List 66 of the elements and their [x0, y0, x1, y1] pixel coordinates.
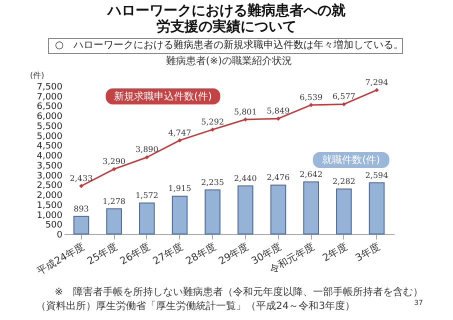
- data-label: 2,235: [201, 178, 224, 187]
- bar: [172, 196, 188, 234]
- y-tick-label: 0: [56, 230, 63, 240]
- text: ※ 障害者手帳を所持しない難病患者（令和元年度以降、一部手帳所持者を含む）: [54, 286, 424, 299]
- x-tick-label: 27年度: [150, 240, 186, 268]
- x-tick-label: 3年度: [353, 240, 382, 264]
- data-label: 5,849: [266, 106, 290, 116]
- point: [112, 166, 116, 172]
- bar: [238, 185, 254, 234]
- x-tick-label: 29年度: [216, 240, 251, 268]
- data-label: 6,539: [300, 92, 323, 102]
- bar: [368, 182, 385, 234]
- y-tick-label: 5,500: [36, 122, 63, 132]
- data-label: 1,572: [135, 190, 158, 200]
- x-tick-label: 28年度: [184, 240, 218, 268]
- point: [178, 138, 182, 142]
- x-tick-label: 25年度: [85, 240, 120, 268]
- bar: [73, 216, 90, 234]
- data-label: 2,476: [266, 173, 290, 182]
- data-label: 2,440: [234, 174, 257, 183]
- y-tick-label: 5,000: [36, 132, 63, 142]
- bar: [303, 181, 319, 234]
- data-label: 1,915: [168, 184, 192, 194]
- y-tick-label: 7,500: [36, 82, 63, 92]
- x-tick-label: 2年度: [320, 240, 350, 264]
- y-axis-title: (件): [30, 71, 44, 80]
- bar: [204, 189, 220, 234]
- data-label: 893: [74, 204, 89, 214]
- y-tick-label: 6,500: [36, 102, 63, 112]
- series-label: 就職件数(件): [322, 154, 380, 166]
- data-label: 6,577: [332, 92, 356, 102]
- y-tick-label: 4,500: [36, 142, 63, 152]
- data-label: 2,433: [70, 174, 93, 183]
- data-label: 2,642: [300, 170, 323, 179]
- point: [210, 127, 215, 132]
- data-label: 2,594: [365, 170, 388, 180]
- data-label: 5,292: [201, 118, 224, 127]
- y-tick-label: 500: [45, 220, 63, 231]
- data-label: 3,290: [102, 157, 126, 166]
- chart-subtitle: ○ ハローワークにおける難病患者の新規求職申込件数は年々増加している。: [48, 38, 404, 54]
- y-tick-label: 1,500: [36, 200, 63, 211]
- data-label: 3,890: [135, 145, 158, 154]
- point: [308, 102, 314, 108]
- x-tick-label: 平成24年度: [35, 240, 87, 278]
- y-tick-label: 3,000: [36, 171, 63, 182]
- text: 難病患者(※)の職業紹介状況: [166, 55, 292, 67]
- chart-title: ハローワークにおける難病患者への就労支援の実績について: [106, 3, 346, 35]
- bar: [106, 208, 122, 234]
- y-tick-label: 2,000: [36, 191, 63, 202]
- y-tick-label: 7,000: [36, 92, 63, 102]
- bar: [139, 202, 155, 234]
- text: 新規求職申込件数(件): [114, 90, 212, 102]
- data-label: 5,801: [234, 108, 257, 117]
- data-label: 7,294: [365, 78, 388, 88]
- bar: [270, 184, 286, 234]
- text: （資料出所）厚生労働省「厚生労働統計一覧」（平成24～令和3年度）: [36, 300, 356, 313]
- data-label: 1,278: [102, 196, 126, 206]
- y-tick-label: 2,500: [36, 181, 63, 192]
- y-tick-label: 1,000: [36, 210, 63, 221]
- y-tick-label: 3,500: [36, 161, 63, 172]
- bar: [336, 188, 352, 234]
- y-tick-label: 6,000: [36, 112, 63, 122]
- data-label: 4,747: [168, 128, 192, 138]
- data-label: 2,282: [332, 176, 356, 186]
- y-tick-label: 4,000: [36, 152, 63, 162]
- x-tick-label: 26年度: [118, 240, 152, 268]
